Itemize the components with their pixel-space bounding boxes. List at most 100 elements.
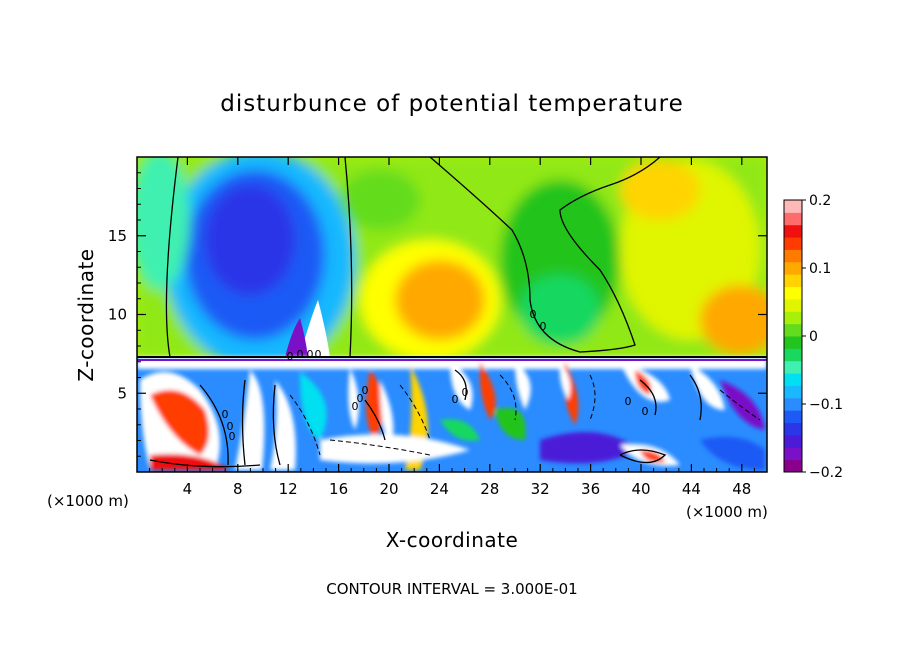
lower-layer bbox=[137, 357, 767, 472]
contour-line bbox=[619, 449, 667, 464]
contour-line bbox=[289, 394, 321, 456]
field-region bbox=[495, 408, 526, 440]
contour-zero-label: 0 bbox=[540, 320, 547, 333]
contours-dashed bbox=[289, 374, 761, 456]
colorbar-swatch bbox=[784, 212, 802, 226]
y-tick-label: 5 bbox=[117, 384, 127, 402]
x-tick-label: 20 bbox=[379, 480, 398, 498]
contours bbox=[149, 157, 702, 468]
contour-line bbox=[589, 374, 596, 421]
field-region bbox=[340, 170, 420, 230]
x-axis-label: X-coordinate bbox=[386, 528, 519, 552]
field-region bbox=[479, 362, 496, 420]
contour-zero-label: 0 bbox=[297, 348, 304, 361]
contour-line bbox=[454, 369, 467, 401]
x-tick-label: 4 bbox=[183, 480, 193, 498]
contour-line bbox=[149, 459, 261, 468]
colorbar-tick-label: 0.1 bbox=[809, 261, 831, 277]
colorbar-swatch bbox=[784, 298, 802, 312]
contour-zero-label: 0 bbox=[357, 392, 364, 405]
field-region bbox=[450, 362, 473, 410]
contour-line bbox=[499, 374, 517, 421]
y-axis: 5 10 15 bbox=[108, 172, 767, 457]
contour-zero-label: 0 bbox=[307, 348, 314, 361]
colorbar-tick-label: −0.1 bbox=[809, 397, 843, 413]
field-region bbox=[205, 185, 295, 295]
colorbar-swatch bbox=[784, 323, 802, 337]
contour-zero-label: 0 bbox=[315, 348, 322, 361]
field-region bbox=[540, 432, 640, 464]
x-tick-label: 12 bbox=[279, 480, 298, 498]
x-tick-label: 28 bbox=[480, 480, 499, 498]
colorbar-swatch bbox=[784, 286, 802, 300]
contour-zero-label: 0 bbox=[287, 350, 294, 363]
contour-zero-label: 0 bbox=[452, 393, 459, 406]
colorbar-swatch bbox=[784, 200, 802, 213]
contour-line bbox=[165, 157, 179, 358]
colorbar-tick-label: 0.2 bbox=[809, 193, 831, 209]
contour-line bbox=[689, 374, 702, 421]
field-region bbox=[515, 362, 531, 410]
colorbar-swatch bbox=[784, 459, 802, 473]
field-region bbox=[395, 260, 485, 340]
colorbar-swatch bbox=[784, 447, 802, 461]
contour-line bbox=[429, 157, 661, 353]
field-region bbox=[700, 285, 767, 355]
field-region bbox=[285, 318, 308, 357]
x-unit-left: (×1000 m) bbox=[47, 492, 129, 510]
field-region bbox=[700, 436, 765, 470]
contour-interval-note: CONTOUR INTERVAL = 3.000E-01 bbox=[326, 580, 577, 598]
field-region bbox=[235, 370, 265, 470]
colorbar-swatch bbox=[784, 311, 802, 325]
x-tick-label: 44 bbox=[682, 480, 701, 498]
contour-zero-label: 0 bbox=[462, 386, 469, 399]
field-region bbox=[300, 300, 330, 357]
contour-zero-label: 0 bbox=[227, 420, 234, 433]
contour-zero-label: 0 bbox=[222, 408, 229, 421]
contour-zero-label: 0 bbox=[530, 308, 537, 321]
contour-zero-label: 0 bbox=[352, 400, 359, 413]
field-region bbox=[559, 362, 571, 400]
x-tick-label: 48 bbox=[732, 480, 751, 498]
field-region bbox=[380, 380, 394, 450]
colorbar-swatch bbox=[784, 410, 802, 424]
colorbar-tick-label: −0.2 bbox=[809, 465, 843, 481]
colorbar-tick-label: 0 bbox=[809, 329, 818, 345]
field-region bbox=[720, 380, 765, 430]
x-tick-label: 16 bbox=[329, 480, 348, 498]
x-unit-right: (×1000 m) bbox=[686, 503, 768, 521]
upper-field bbox=[137, 157, 767, 370]
contour-zero-label: 0 bbox=[625, 395, 632, 408]
y-axis-label: Z-coordinate bbox=[74, 248, 98, 381]
x-tick-label: 24 bbox=[430, 480, 449, 498]
contour-line bbox=[344, 157, 353, 358]
colorbar-swatch bbox=[784, 348, 802, 362]
colorbar-swatch bbox=[784, 237, 802, 250]
field-region bbox=[440, 419, 480, 441]
colorbar-swatch bbox=[784, 434, 802, 448]
field-region bbox=[690, 365, 725, 410]
contour-line bbox=[364, 399, 386, 441]
contour-line bbox=[272, 384, 281, 466]
x-tick-label: 40 bbox=[631, 480, 650, 498]
colorbar-swatch bbox=[784, 249, 802, 263]
colorbar-swatch bbox=[784, 373, 802, 386]
colorbar-swatch bbox=[784, 261, 802, 275]
x-axis: 4 8 12 16 20 24 28 32 36 40 44 48 bbox=[149, 157, 755, 498]
contour-zero-label: 0 bbox=[229, 430, 236, 443]
contour-zero-label: 0 bbox=[362, 384, 369, 397]
field-region bbox=[300, 372, 327, 440]
x-tick-label: 32 bbox=[531, 480, 550, 498]
chart-title: disturbunce of potential temperature bbox=[220, 91, 684, 117]
contour-line bbox=[399, 384, 431, 441]
contour-line bbox=[329, 439, 431, 456]
field-region bbox=[348, 368, 359, 430]
colorbar-swatch bbox=[784, 274, 802, 288]
contour-line bbox=[639, 379, 657, 416]
colorbar-swatch bbox=[784, 336, 802, 349]
colorbar-swatch bbox=[784, 422, 802, 436]
field-region bbox=[150, 390, 209, 455]
